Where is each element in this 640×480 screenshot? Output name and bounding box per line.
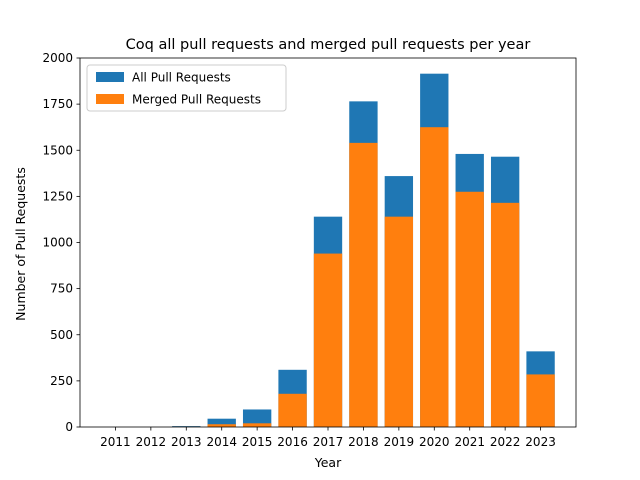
chart-title: Coq all pull requests and merged pull re… xyxy=(126,37,531,53)
bars-layer xyxy=(172,73,555,428)
x-tick-label: 2019 xyxy=(384,435,415,449)
legend-swatch xyxy=(96,72,124,82)
y-tick-label: 750 xyxy=(50,282,73,296)
axes-layer: 0 250 500 750 1000 1250 1500 1750 2000 2011 2012 20… xyxy=(42,51,577,449)
y-tick-label: 0 xyxy=(65,420,73,434)
x-tick-label: 2023 xyxy=(525,435,556,449)
bar-merged-2019 xyxy=(384,216,414,427)
y-tick-label: 1000 xyxy=(42,236,73,250)
y-tick-label: 250 xyxy=(50,374,73,388)
bar-merged-2018 xyxy=(349,142,378,427)
bar-merged-2020 xyxy=(420,127,449,427)
y-tick-label: 2000 xyxy=(42,51,73,65)
x-tick-label: 2018 xyxy=(348,435,379,449)
bar-all-2013 xyxy=(172,426,201,427)
x-tick-label: 2014 xyxy=(206,435,237,449)
y-tick-label: 500 xyxy=(50,328,73,342)
x-tick-label: 2013 xyxy=(171,435,202,449)
legend-box xyxy=(86,64,287,112)
bar-merged-2022 xyxy=(490,202,520,427)
x-tick-label: 2017 xyxy=(313,435,344,449)
y-tick-label: 1250 xyxy=(42,189,73,203)
x-tick-label: 2020 xyxy=(419,435,450,449)
bar-all-2014 xyxy=(207,418,236,427)
bar-merged-2014 xyxy=(207,424,236,427)
x-tick-label: 2022 xyxy=(490,435,521,449)
x-tick-label: 2012 xyxy=(136,435,167,449)
x-tick-label: 2016 xyxy=(277,435,308,449)
x-tick-label: 2011 xyxy=(100,435,131,449)
bar-merged-2017 xyxy=(313,253,343,427)
legend: All Pull Requests Merged Pull Requests xyxy=(86,64,287,112)
x-tick-label: 2021 xyxy=(454,435,485,449)
bar-merged-2016 xyxy=(278,393,307,427)
y-tick-label: 1500 xyxy=(42,143,73,157)
bar-merged-2023 xyxy=(526,374,555,427)
x-tick-label: 2015 xyxy=(242,435,273,449)
legend-label: All Pull Requests xyxy=(132,71,231,85)
legend-label: Merged Pull Requests xyxy=(132,93,261,107)
legend-swatch xyxy=(96,94,124,104)
bar-all-2015 xyxy=(242,409,272,427)
y-axis-label: Number of Pull Requests xyxy=(13,167,28,321)
x-axis-label: Year xyxy=(314,455,342,470)
y-tick-label: 1750 xyxy=(42,97,73,111)
bar-merged-2021 xyxy=(455,191,484,427)
bar-merged-2015 xyxy=(242,423,272,427)
